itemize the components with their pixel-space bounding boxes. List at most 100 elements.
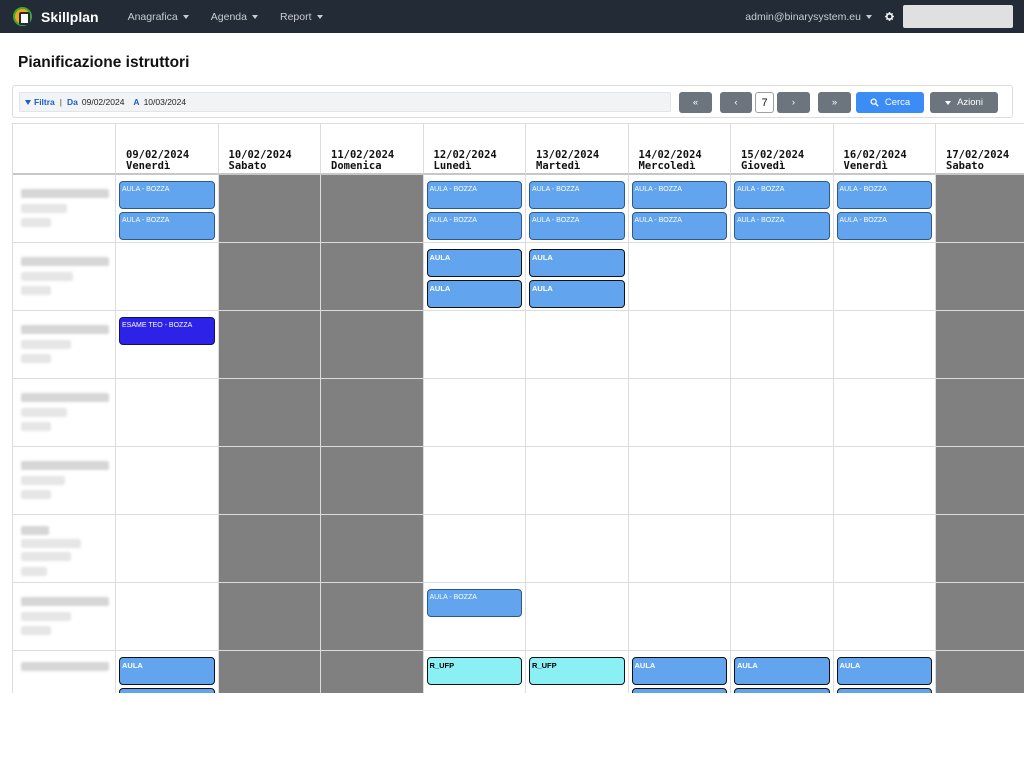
calendar-event[interactable]: AULA - BOZZA (734, 181, 830, 209)
weekend-day-cell[interactable] (936, 583, 1024, 651)
day-cell[interactable] (731, 515, 834, 583)
day-cell[interactable] (116, 175, 219, 243)
days-count-field[interactable]: 7 (755, 92, 774, 113)
day-cell[interactable] (116, 515, 219, 583)
navbar-search-box[interactable] (903, 5, 1013, 28)
calendar-event[interactable]: R_UFP (529, 657, 625, 685)
calendar-event[interactable]: AULA (529, 280, 625, 308)
calendar-event[interactable] (836, 688, 932, 693)
first-page-button[interactable]: « (679, 92, 712, 113)
day-cell[interactable] (526, 243, 629, 311)
day-cell[interactable] (833, 175, 936, 243)
day-cell[interactable] (833, 447, 936, 515)
day-cell[interactable] (526, 583, 629, 651)
day-cell[interactable] (628, 243, 731, 311)
day-cell[interactable] (526, 311, 629, 379)
day-cell[interactable] (833, 311, 936, 379)
day-cell[interactable] (423, 175, 526, 243)
day-cell[interactable] (116, 583, 219, 651)
weekend-day-cell[interactable] (321, 651, 424, 693)
calendar-event[interactable]: R_UFP (426, 657, 522, 685)
gear-icon[interactable] (884, 11, 895, 22)
instructor-name-cell[interactable] (13, 447, 116, 515)
day-cell[interactable] (423, 311, 526, 379)
calendar-event[interactable] (119, 688, 215, 693)
day-cell[interactable] (629, 651, 731, 693)
day-cell[interactable] (628, 379, 731, 447)
day-cell[interactable] (526, 515, 629, 583)
next-page-button[interactable]: › (777, 92, 810, 113)
weekend-day-cell[interactable] (218, 651, 321, 693)
calendar-event[interactable]: ESAME TEO - BOZZA (119, 317, 215, 345)
day-cell[interactable] (731, 311, 834, 379)
day-cell[interactable] (833, 243, 936, 311)
menu-report[interactable]: Report (280, 11, 323, 23)
weekend-day-cell[interactable] (218, 311, 321, 379)
day-cell[interactable] (628, 583, 731, 651)
day-cell[interactable] (526, 379, 629, 447)
weekend-day-cell[interactable] (936, 651, 1024, 693)
day-cell[interactable] (833, 583, 936, 651)
actions-button[interactable]: Azioni (930, 92, 998, 113)
day-cell[interactable] (731, 379, 834, 447)
calendar-event[interactable]: AULA - BOZZA (119, 181, 215, 209)
weekend-day-cell[interactable] (218, 447, 321, 515)
calendar-event[interactable]: AULA (426, 280, 522, 308)
search-button[interactable]: Cerca (856, 92, 924, 113)
calendar-event[interactable]: AULA - BOZZA (734, 212, 830, 240)
calendar-event[interactable] (734, 688, 830, 693)
calendar-event[interactable]: AULA (426, 249, 522, 277)
instructor-name-cell[interactable] (13, 379, 116, 447)
instructor-name-cell[interactable] (13, 243, 116, 311)
day-cell[interactable] (731, 447, 834, 515)
calendar-event[interactable]: AULA (734, 657, 830, 685)
last-page-button[interactable]: » (818, 92, 851, 113)
instructor-name-cell[interactable] (13, 175, 116, 243)
calendar-event[interactable]: AULA - BOZZA (426, 212, 522, 240)
calendar-event[interactable]: AULA (119, 657, 215, 685)
calendar-event[interactable]: AULA - BOZZA (529, 181, 625, 209)
day-cell[interactable] (834, 651, 936, 693)
day-cell[interactable] (116, 447, 219, 515)
calendar-event[interactable]: AULA - BOZZA (119, 212, 215, 240)
day-cell[interactable] (526, 175, 629, 243)
day-cell[interactable] (116, 379, 219, 447)
weekend-day-cell[interactable] (321, 583, 424, 651)
weekend-day-cell[interactable] (936, 379, 1024, 447)
day-cell[interactable] (628, 311, 731, 379)
day-cell[interactable] (526, 651, 629, 693)
day-cell[interactable] (423, 447, 526, 515)
prev-page-button[interactable]: ‹ (720, 92, 752, 113)
instructor-name-cell[interactable] (13, 311, 116, 379)
filter-summary[interactable]: Filtra | Da 09/02/2024 A 10/03/2024 (19, 92, 671, 112)
day-cell[interactable] (423, 583, 526, 651)
calendar-event[interactable]: AULA - BOZZA (836, 212, 932, 240)
day-cell[interactable] (116, 311, 219, 379)
user-menu[interactable]: admin@binarysystem.eu (745, 11, 872, 23)
weekend-day-cell[interactable] (321, 243, 424, 311)
weekend-day-cell[interactable] (321, 311, 424, 379)
calendar-event[interactable]: AULA (836, 657, 932, 685)
day-cell[interactable] (526, 447, 629, 515)
instructor-name-cell[interactable] (13, 583, 116, 651)
instructor-name-cell[interactable] (13, 515, 116, 583)
day-cell[interactable] (731, 243, 834, 311)
weekend-day-cell[interactable] (218, 583, 321, 651)
day-cell[interactable] (424, 651, 526, 693)
day-cell[interactable] (731, 583, 834, 651)
weekend-day-cell[interactable] (321, 515, 424, 583)
day-cell[interactable] (423, 243, 526, 311)
weekend-day-cell[interactable] (936, 311, 1024, 379)
brand[interactable]: Skillplan (13, 7, 99, 26)
calendar-event[interactable]: AULA - BOZZA (529, 212, 625, 240)
day-cell[interactable] (423, 515, 526, 583)
calendar-event[interactable]: AULA - BOZZA (836, 181, 932, 209)
day-cell[interactable] (116, 651, 219, 693)
weekend-day-cell[interactable] (321, 379, 424, 447)
weekend-day-cell[interactable] (218, 379, 321, 447)
menu-agenda[interactable]: Agenda (211, 11, 258, 23)
instructor-name-cell[interactable] (13, 651, 116, 693)
weekend-day-cell[interactable] (936, 447, 1024, 515)
calendar-event[interactable]: AULA - BOZZA (426, 589, 522, 617)
day-cell[interactable] (833, 515, 936, 583)
